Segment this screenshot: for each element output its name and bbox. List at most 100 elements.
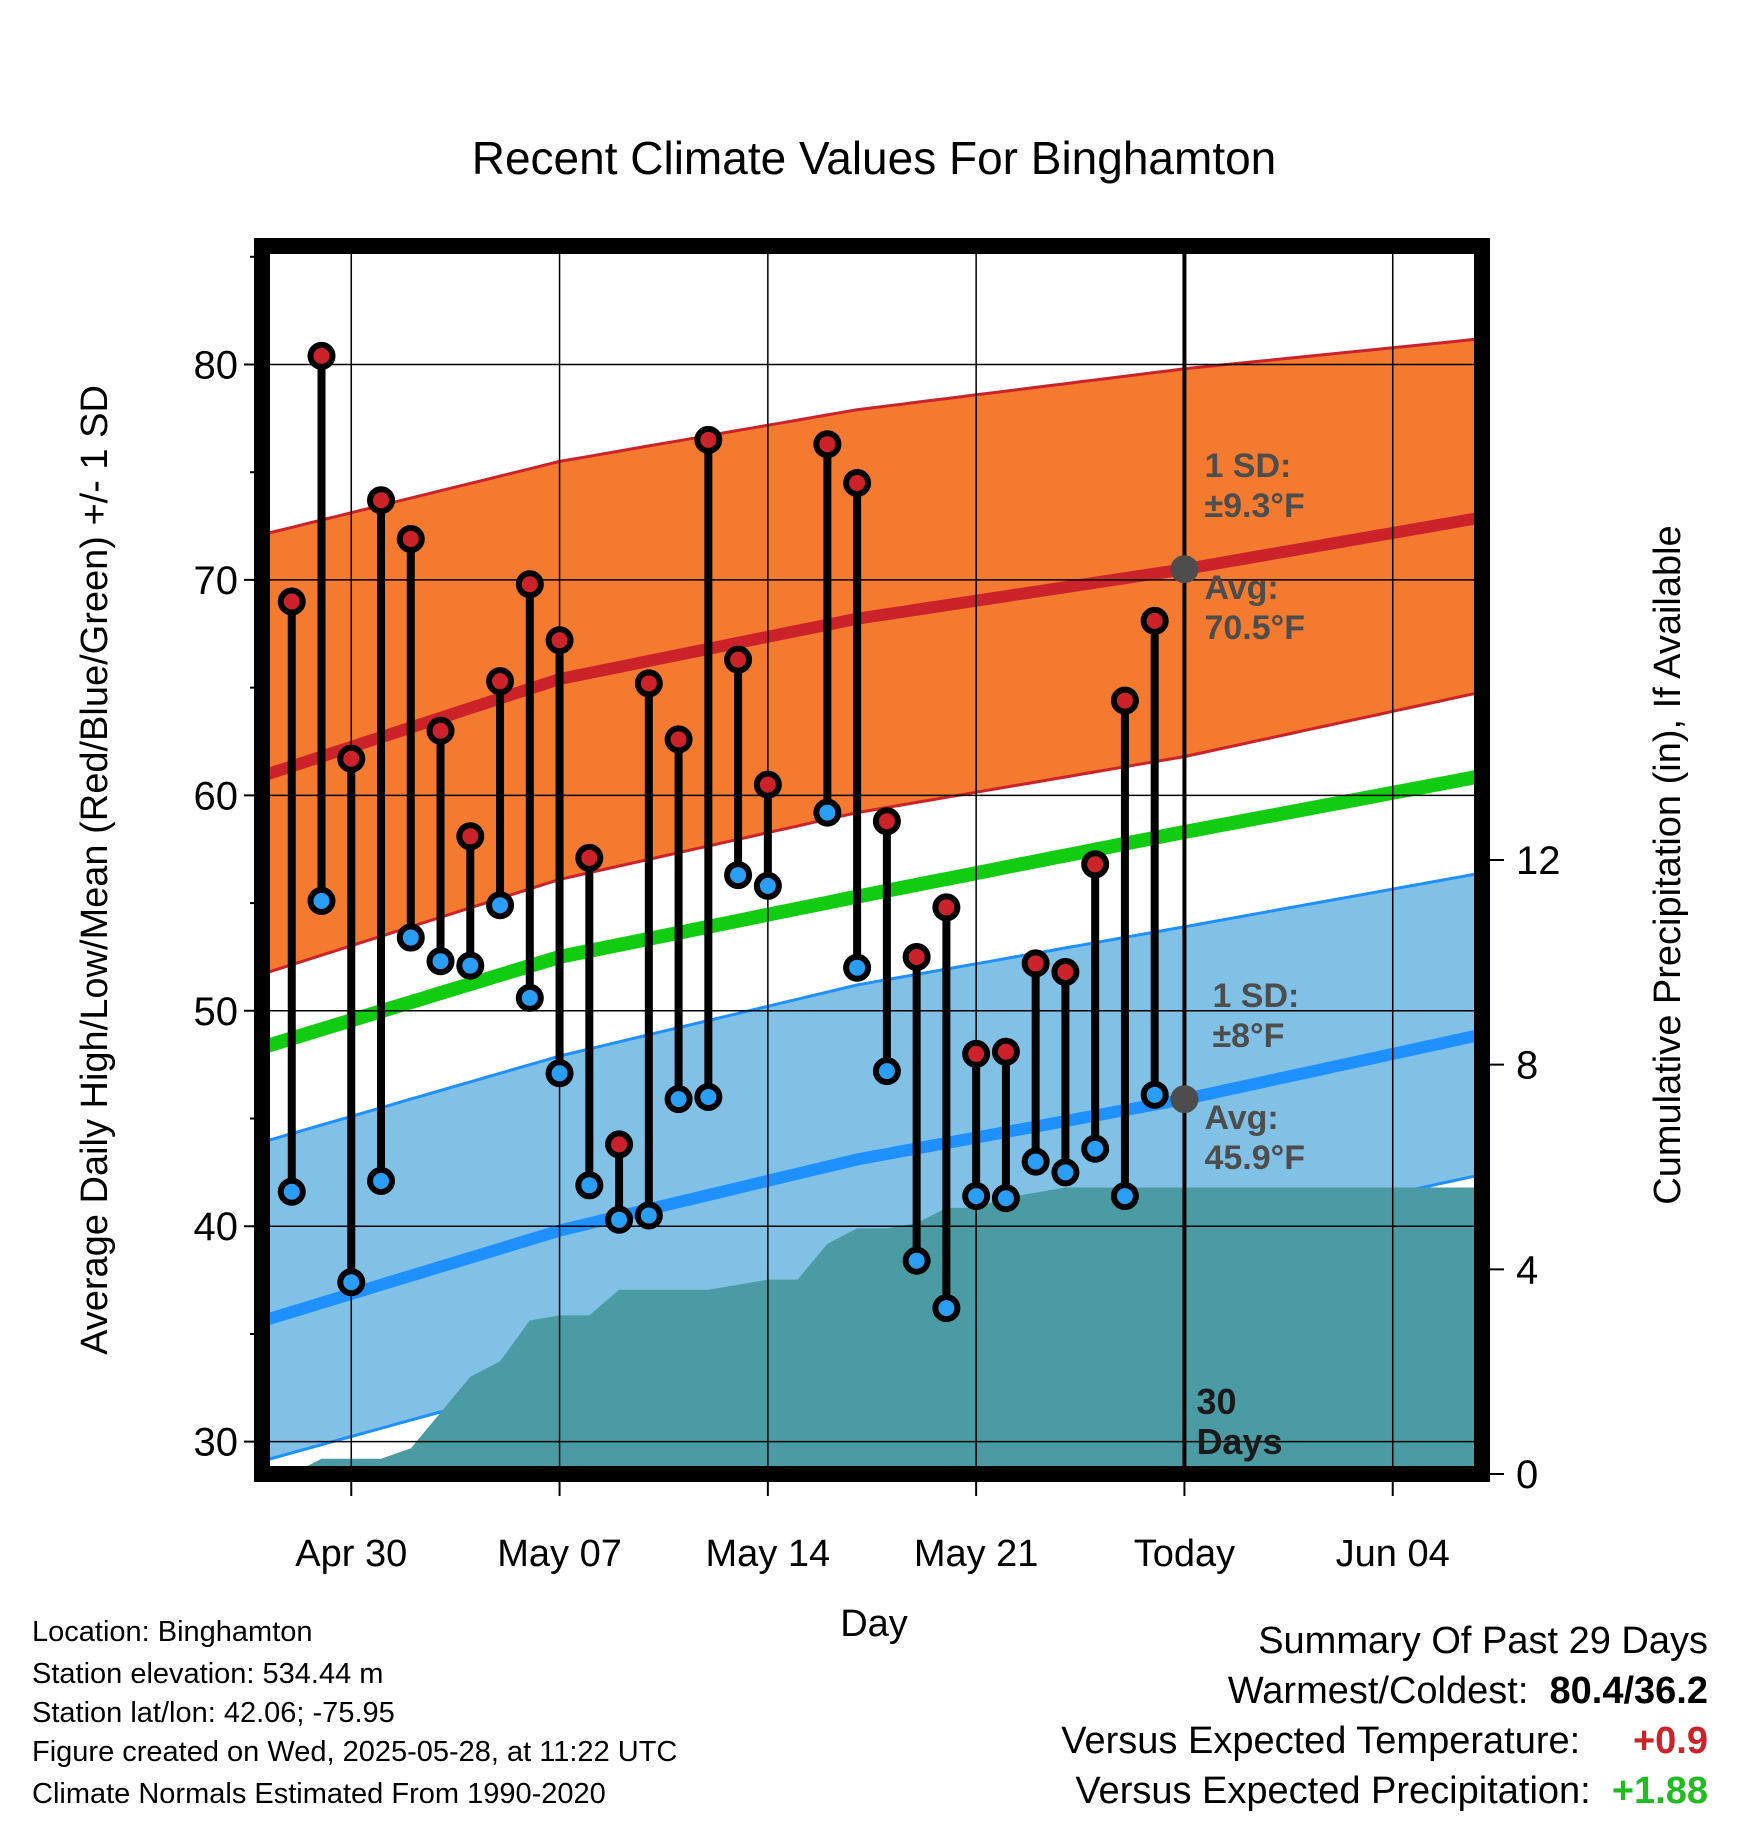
today-high-avg-marker: [1170, 555, 1199, 584]
high-point: [634, 669, 663, 698]
low-sd-label: 1 SD:: [1212, 977, 1299, 1015]
high-point: [515, 570, 544, 599]
footer-latlon: Station lat/lon: 42.06; -75.95: [32, 1697, 395, 1729]
summary-warmcold: Warmest/Coldest: 80.4/36.2: [1228, 1670, 1708, 1713]
footer-created: Figure created on Wed, 2025-05-28, at 11…: [32, 1736, 678, 1768]
high-point: [337, 744, 366, 773]
high-point: [753, 770, 782, 799]
summary-precip: Versus Expected Precipitation: +1.88: [1075, 1770, 1708, 1813]
low-point: [1021, 1147, 1050, 1176]
low-point: [991, 1184, 1020, 1213]
summary-temp-value: +0.9: [1632, 1720, 1708, 1762]
y-tick-label: 30: [194, 1421, 239, 1465]
y-tick-label: 70: [194, 559, 239, 603]
high-point: [813, 430, 842, 459]
low-avg-value: 45.9°F: [1204, 1139, 1305, 1177]
high-point: [307, 341, 336, 370]
y2-tick-label: 4: [1516, 1248, 1538, 1292]
low-point: [634, 1201, 663, 1230]
low-point: [456, 951, 485, 980]
low-sd-value: ±8°F: [1212, 1017, 1284, 1055]
summary-precip-label: Versus Expected Precipitation:: [1075, 1770, 1591, 1812]
summary-temp: Versus Expected Temperature: +0.9: [1061, 1720, 1708, 1763]
low-point: [605, 1205, 634, 1234]
high-lower-sd-line: [262, 690, 1482, 976]
today-days-word: Days: [1196, 1421, 1282, 1462]
low-point: [902, 1246, 931, 1275]
precip-area: [262, 1187, 1482, 1474]
low-avg-label: Avg:: [1204, 1099, 1278, 1137]
low-point: [367, 1167, 396, 1196]
x-tick-label: Today: [1134, 1533, 1235, 1575]
summary-precip-value: +1.88: [1611, 1770, 1708, 1812]
x-tick-label: Apr 30: [295, 1533, 407, 1575]
x-axis-label: Day: [840, 1603, 908, 1645]
summary-warmcold-label: Warmest/Coldest:: [1227, 1670, 1529, 1712]
high-point: [872, 807, 901, 836]
low-point: [813, 798, 842, 827]
low-upper-sd-line: [262, 871, 1482, 1144]
low-sd-band: [262, 872, 1482, 1462]
high-point: [664, 725, 693, 754]
y-tick-label: 40: [194, 1205, 239, 1249]
high-point: [843, 468, 872, 497]
y-tick-label: 80: [194, 343, 239, 387]
today-days-count: 30: [1196, 1381, 1236, 1422]
high-point: [991, 1037, 1020, 1066]
y-tick-label: 50: [194, 990, 239, 1034]
summary-temp-label: Versus Expected Temperature:: [1061, 1720, 1581, 1762]
low-point: [396, 923, 425, 952]
low-point: [872, 1057, 901, 1086]
high-point: [486, 667, 515, 696]
high-point: [932, 893, 961, 922]
high-point: [456, 822, 485, 851]
high-point: [396, 524, 425, 553]
low-point: [724, 861, 753, 890]
y2-axis-label: Cumulative Precipitation (in), If Availa…: [1647, 525, 1689, 1204]
high-point: [605, 1130, 634, 1159]
y2-tick-label: 12: [1516, 839, 1561, 883]
low-point: [1051, 1158, 1080, 1187]
high-upper-sd-line: [262, 337, 1482, 537]
y-tick-label: 60: [194, 774, 239, 818]
low-point: [277, 1177, 306, 1206]
low-point: [545, 1059, 574, 1088]
low-point: [515, 983, 544, 1012]
low-point: [664, 1085, 693, 1114]
high-point: [545, 626, 574, 655]
low-point: [337, 1268, 366, 1297]
x-tick-label: May 21: [914, 1533, 1039, 1575]
high-mean-line: [262, 511, 1482, 782]
high-point: [1081, 850, 1110, 879]
y-axis-label: Average Daily High/Low/Mean (Red/Blue/Gr…: [74, 385, 116, 1355]
low-point: [307, 886, 336, 915]
high-point: [367, 486, 396, 515]
low-point: [1081, 1134, 1110, 1163]
high-point: [1021, 949, 1050, 978]
low-point: [694, 1082, 723, 1111]
low-point: [753, 871, 782, 900]
low-mean-line: [262, 1028, 1482, 1327]
mean-line: [262, 769, 1482, 1055]
high-avg-label: Avg:: [1204, 569, 1278, 607]
high-point: [902, 942, 931, 971]
low-point: [426, 947, 455, 976]
summary-warmcold-value: 80.4/36.2: [1549, 1670, 1708, 1712]
low-point: [486, 891, 515, 920]
y2-tick-label: 0: [1516, 1453, 1538, 1497]
x-tick-label: Jun 04: [1336, 1533, 1450, 1575]
chart-title: Recent Climate Values For Binghamton: [472, 132, 1277, 184]
high-point: [575, 843, 604, 872]
high-point: [426, 716, 455, 745]
footer-location: Location: Binghamton: [32, 1616, 313, 1648]
high-sd-band: [262, 338, 1482, 975]
footer-normals: Climate Normals Estimated From 1990-2020: [32, 1778, 606, 1810]
low-point: [1140, 1080, 1169, 1109]
high-sd-value: ±9.3°F: [1204, 487, 1304, 525]
y2-tick-label: 8: [1516, 1044, 1538, 1088]
low-point: [932, 1294, 961, 1323]
high-point: [277, 587, 306, 616]
